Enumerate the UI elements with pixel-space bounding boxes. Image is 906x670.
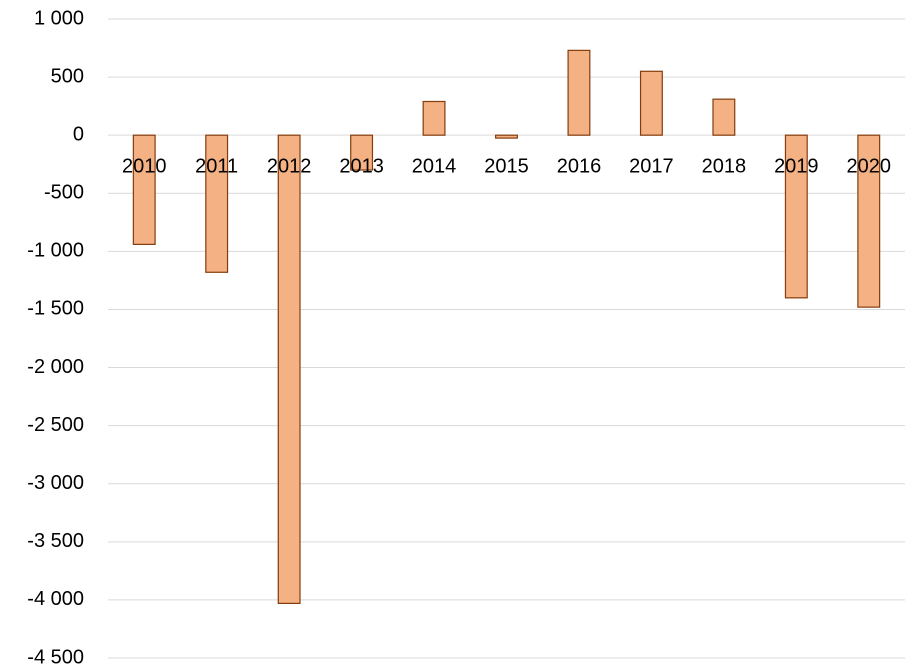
y-tick-label: -1 500: [27, 298, 84, 320]
x-tick-label: 2013: [339, 155, 384, 177]
y-tick-label: -2 500: [27, 414, 84, 436]
x-tick-label: 2018: [702, 155, 747, 177]
bar: [639, 70, 663, 136]
x-tick-label: 2020: [847, 155, 892, 177]
bar: [277, 134, 301, 604]
bar: [857, 134, 881, 308]
x-tick-label: 2010: [122, 155, 167, 177]
bar: [422, 100, 446, 136]
bar: [350, 134, 374, 171]
y-tick-label: -3 500: [27, 530, 84, 552]
bar: [495, 134, 518, 139]
y-tick-label: -3 000: [27, 472, 84, 494]
x-tick-label: 2011: [195, 155, 238, 177]
bar: [205, 134, 229, 273]
y-tick-label: -4 000: [27, 588, 84, 610]
y-tick-label: -2 000: [27, 356, 84, 378]
y-tick-label: 0: [73, 123, 84, 145]
x-tick-label: 2012: [267, 155, 312, 177]
y-tick-label: -4 500: [27, 646, 84, 668]
y-tick-label: -500: [44, 182, 84, 204]
bar: [567, 49, 591, 136]
bar: [784, 134, 808, 299]
x-tick-label: 2017: [629, 155, 674, 177]
y-tick-label: 500: [51, 65, 84, 87]
x-tick-label: 2019: [774, 155, 819, 177]
x-tick-label: 2014: [412, 155, 457, 177]
x-tick-label: 2015: [484, 155, 529, 177]
y-tick-label: -1 000: [27, 240, 84, 262]
bar: [132, 134, 156, 245]
y-tick-label: 1 000: [34, 7, 84, 29]
x-tick-label: 2016: [557, 155, 602, 177]
bar: [712, 98, 736, 136]
